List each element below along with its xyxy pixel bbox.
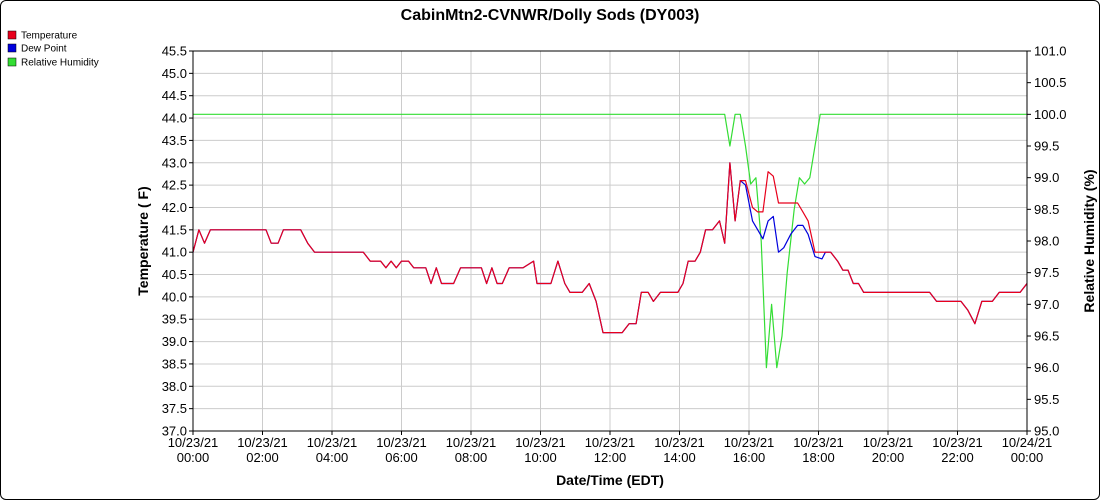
x-tick-date: 10/23/21 — [863, 435, 914, 450]
y-tick-label: 43.0 — [162, 155, 187, 170]
series-line-temperature — [193, 162, 1027, 334]
legend-label-relative-humidity: Relative Humidity — [21, 58, 99, 69]
x-tick-time: 00:00 — [1011, 450, 1044, 465]
chart-title: CabinMtn2-CVNWR/Dolly Sods (DY003) — [401, 7, 700, 24]
series-layer — [193, 113, 1027, 369]
axis-ticks: 37.0 37.5 38.0 38.5 39.0 39.5 40.0 40.5 41.0 41.5… — [162, 44, 1067, 466]
x-tick-time: 20:00 — [872, 450, 905, 465]
y-tick-label: 38.0 — [162, 379, 187, 394]
y2-tick-label: 97.0 — [1034, 297, 1059, 312]
y-tick-label: 42.0 — [162, 200, 187, 215]
y2-tick-label: 96.5 — [1034, 329, 1059, 344]
x-tick-time: 04:00 — [316, 450, 349, 465]
y-tick-label: 41.5 — [162, 222, 187, 237]
y-tick-label: 41.0 — [162, 245, 187, 260]
x-tick-date: 10/23/21 — [237, 435, 288, 450]
y-tick-label: 44.0 — [162, 111, 187, 126]
x-tick-time: 00:00 — [177, 450, 210, 465]
y-tick-label: 40.5 — [162, 267, 187, 282]
series-line-relative-humidity — [193, 113, 1027, 369]
x-tick-date: 10/23/21 — [585, 435, 636, 450]
x-tick-time: 08:00 — [455, 450, 488, 465]
gridlines — [192, 50, 1028, 432]
legend: Temperature Dew Point Relative Humidity — [7, 30, 99, 69]
y2-tick-label: 97.5 — [1034, 265, 1059, 280]
x-tick-time: 14:00 — [663, 450, 696, 465]
x-tick-date: 10/23/21 — [515, 435, 566, 450]
y-axis-title: Temperature ( F) — [135, 186, 151, 295]
y2-tick-label: 100.5 — [1034, 75, 1067, 90]
x-tick-date: 10/23/21 — [932, 435, 983, 450]
x-tick-date: 10/24/21 — [1002, 435, 1053, 450]
x-tick-time: 16:00 — [733, 450, 766, 465]
x-tick-date: 10/23/21 — [654, 435, 705, 450]
x-tick-time: 12:00 — [594, 450, 627, 465]
y-tick-label: 39.5 — [162, 312, 187, 327]
x-tick-time: 02:00 — [246, 450, 279, 465]
y2-tick-label: 101.0 — [1034, 44, 1067, 59]
x-tick-date: 10/23/21 — [168, 435, 219, 450]
y2-axis-title: Relative Humidity (%) — [1081, 169, 1097, 312]
y-tick-label: 45.5 — [162, 44, 187, 59]
legend-swatch-dew-point — [7, 43, 17, 53]
x-tick-time: 06:00 — [385, 450, 418, 465]
y2-tick-label: 99.5 — [1034, 139, 1059, 154]
legend-swatch-temperature — [7, 30, 17, 40]
series-line-dew-point — [193, 162, 1027, 334]
y2-tick-label: 100.0 — [1034, 107, 1067, 122]
y-tick-label: 45.0 — [162, 66, 187, 81]
y-tick-label: 42.5 — [162, 178, 187, 193]
y2-tick-label: 95.5 — [1034, 392, 1059, 407]
y-tick-label: 43.5 — [162, 133, 187, 148]
legend-swatch-relative-humidity — [7, 57, 17, 67]
x-tick-date: 10/23/21 — [724, 435, 775, 450]
y-tick-label: 38.5 — [162, 356, 187, 371]
y-tick-label: 37.5 — [162, 401, 187, 416]
y2-tick-label: 98.0 — [1034, 234, 1059, 249]
x-tick-date: 10/23/21 — [793, 435, 844, 450]
x-tick-time: 10:00 — [524, 450, 557, 465]
legend-label-temperature: Temperature — [21, 31, 78, 42]
x-tick-time: 22:00 — [941, 450, 974, 465]
y2-tick-label: 96.0 — [1034, 360, 1059, 375]
x-axis-title: Date/Time (EDT) — [556, 472, 664, 488]
x-tick-date: 10/23/21 — [376, 435, 427, 450]
y-tick-label: 40.0 — [162, 289, 187, 304]
y-tick-label: 39.0 — [162, 334, 187, 349]
x-tick-time: 18:00 — [802, 450, 835, 465]
y-tick-label: 37.0 — [162, 424, 187, 439]
x-tick-date: 10/23/21 — [307, 435, 358, 450]
y2-tick-label: 98.5 — [1034, 202, 1059, 217]
legend-label-dew-point: Dew Point — [21, 44, 67, 55]
x-tick-date: 10/23/21 — [446, 435, 497, 450]
y2-tick-label: 95.0 — [1034, 424, 1059, 439]
y2-tick-label: 99.0 — [1034, 170, 1059, 185]
y-tick-label: 44.5 — [162, 88, 187, 103]
